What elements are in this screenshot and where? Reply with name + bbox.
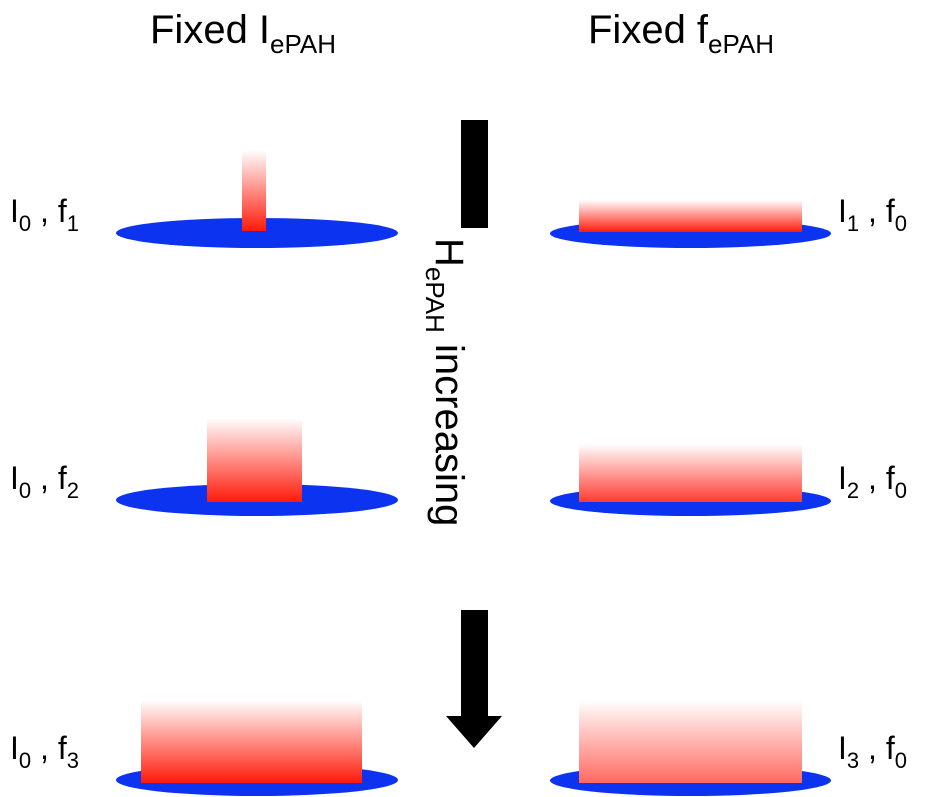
label-f: f (885, 730, 895, 766)
axis-sub: ePAH (420, 266, 450, 333)
label-sep: , (31, 193, 58, 229)
title-left-sub: ePAH (270, 29, 337, 59)
label-i: I (10, 193, 19, 229)
label-f-sub: 0 (894, 211, 907, 236)
arrow-shaft-bottom (461, 610, 488, 718)
label-f-sub: 3 (66, 748, 79, 773)
label-f-sub: 2 (66, 478, 79, 503)
title-right-main: Fixed f (588, 8, 709, 52)
label-i-sub: 0 (18, 478, 32, 503)
label-f-sub: 1 (66, 211, 79, 236)
label-sep: , (859, 193, 886, 229)
axis-rest: increasing (427, 332, 471, 527)
label-i-sub: 3 (846, 748, 860, 773)
label-i-sub: 2 (846, 478, 860, 503)
pah-column-right-1 (579, 200, 802, 232)
title-fixed-intensity: Fixed IePAH (150, 8, 336, 60)
label-i: I (10, 460, 19, 496)
axis-main: H (427, 238, 471, 267)
arrow-down-icon (446, 716, 502, 748)
right-row-3-label: I3 , f0 (838, 730, 907, 774)
right-row-1-label: I1 , f0 (838, 193, 907, 237)
label-i-sub: 0 (18, 211, 32, 236)
label-sep: , (31, 460, 58, 496)
label-i-sub: 0 (18, 748, 32, 773)
pah-column-left-2 (207, 418, 302, 502)
label-i: I (838, 730, 847, 766)
title-right-sub: ePAH (708, 29, 775, 59)
label-f: f (57, 460, 67, 496)
h-epah-increasing-label: HePAH increasing (419, 238, 471, 526)
label-sep: , (859, 730, 886, 766)
pah-column-left-3 (141, 700, 362, 783)
label-sep: , (31, 730, 58, 766)
left-row-3-label: I0 , f3 (10, 730, 79, 774)
label-f-sub: 0 (894, 478, 907, 503)
label-i-sub: 1 (846, 211, 860, 236)
pah-column-right-2 (579, 444, 802, 502)
label-i: I (838, 193, 847, 229)
label-f: f (57, 730, 67, 766)
title-left-main: Fixed I (150, 8, 271, 52)
left-row-1-label: I0 , f1 (10, 193, 79, 237)
title-fixed-fraction: Fixed fePAH (588, 8, 774, 60)
pah-column-right-3 (579, 700, 802, 783)
label-i: I (10, 730, 19, 766)
label-f: f (57, 193, 67, 229)
right-row-2-label: I2 , f0 (838, 460, 907, 504)
label-f: f (885, 193, 895, 229)
pah-column-left-1 (242, 150, 266, 231)
label-i: I (838, 460, 847, 496)
label-f: f (885, 460, 895, 496)
label-f-sub: 0 (894, 748, 907, 773)
arrow-shaft-top (461, 120, 488, 228)
label-sep: , (859, 460, 886, 496)
left-row-2-label: I0 , f2 (10, 460, 79, 504)
